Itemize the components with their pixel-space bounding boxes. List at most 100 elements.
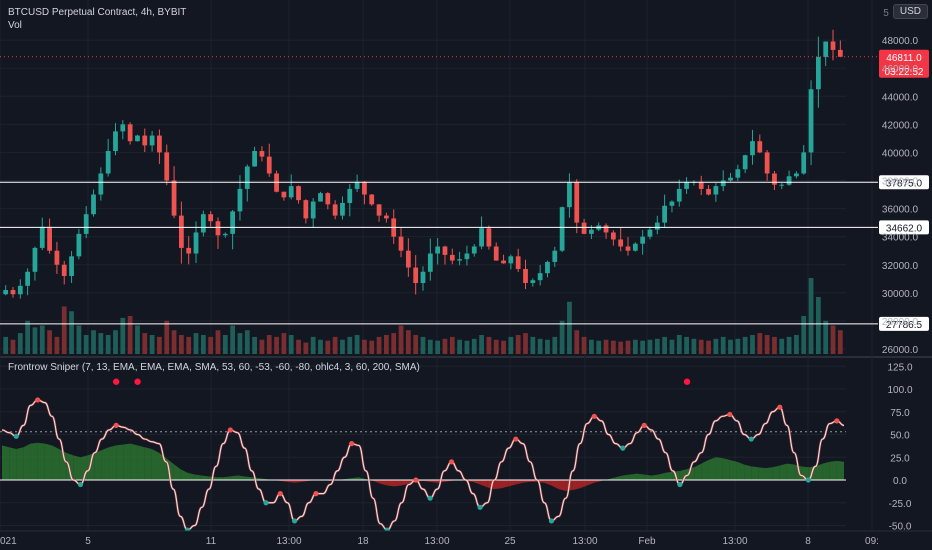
time-tick-label: 09: [865,536,879,547]
price-axis[interactable]: 26000.0 28000.0 30000.0 32000.0 34000.0 36000… [882,8,919,356]
candle [427,238,433,281]
volume-bar [581,336,587,354]
candle [113,123,118,156]
osc-tick-label: 100.0 [887,385,912,396]
oscillator-axis[interactable]: 125.0 100.0 75.0 50.0 25.0 0.0 -25.0 -50.0 [887,362,912,532]
candle [464,245,470,266]
candle [98,167,104,201]
volume-bar [823,320,829,354]
candle [794,171,799,179]
volume-bar [405,330,411,354]
price-level[interactable]: 34662.0 [0,220,929,235]
candle [208,211,214,227]
volume-bar [501,340,506,354]
volume-bar [632,339,638,354]
candle [376,204,382,222]
volume-bar [222,335,228,354]
volume-bar [200,335,206,354]
time-axis[interactable]: 021 5 11 13:00 18 13:00 25 13:00 Feb 13:00 8 09: [0,530,932,550]
osc-peak-dot [641,422,647,428]
volume-bar [750,335,755,354]
candle [720,170,726,192]
osc-tick-label: 0.0 [893,476,907,487]
candle [742,154,748,174]
volume-bar [457,339,462,354]
candle [25,268,31,296]
volume-bar [757,333,763,354]
osc-trough-dot [291,518,298,524]
osc-trough-dot [677,481,683,488]
volume-bar [310,336,316,354]
candle [32,246,38,281]
volume-bar [523,333,528,354]
osc-trough-dot [548,518,555,524]
volume-bar [281,333,287,354]
volume-bar [706,340,711,354]
price-level[interactable]: 37875.0 [0,175,929,190]
price-tick-label: 40000.0 [882,148,919,159]
candle [142,128,148,153]
volume-bar [244,330,250,354]
osc-peak-dot [834,418,840,424]
osc-trough-dot [263,500,269,506]
candle [837,40,843,57]
candle [54,241,60,274]
price-levels[interactable]: 37875.0 34662.0 27786.5 46811.0 03:22:52 [0,49,929,331]
candle [164,144,170,186]
volume-bar [186,336,192,354]
volume-bar [171,330,177,354]
volume-bar [113,330,118,354]
osc-trough-dot [805,477,811,483]
currency-button[interactable]: USD [892,4,928,19]
osc-alert-marker [134,378,141,385]
price-tick-label: 42000.0 [882,120,919,131]
volume-bar [567,301,572,354]
volume-bar [449,336,455,354]
price-tick-label: 5 [883,8,889,19]
indicator-title[interactable]: Frontrow Sniper (7, 13, EMA, EMA, EMA, S… [8,362,420,373]
volume-bar [391,333,397,354]
volume-bar [515,335,521,354]
candle [625,236,631,256]
volume-bar [76,325,82,354]
volume-bar [54,336,60,354]
candle [244,164,250,202]
candle [200,210,206,237]
volume-bar [179,335,184,354]
osc-peak-dot [727,411,733,418]
osc-peak-dot [277,491,283,497]
time-tick-label: 13:00 [722,536,747,547]
volume-bar [545,339,550,354]
volume-label[interactable]: Vol [8,20,22,31]
osc-tick-label: -25.0 [889,499,912,510]
candle [186,236,192,265]
candle [369,193,375,206]
volume-bar [83,335,89,354]
candle [91,189,96,217]
candle [347,184,353,217]
volume-bar [486,336,492,354]
candle [735,164,741,181]
price-tick-label: 30000.0 [882,289,919,300]
osc-tick-label: 125.0 [887,362,912,373]
volume-bar [552,336,558,354]
symbol-title[interactable]: BTCUSD Perpetual Contract, 4h, BYBIT [8,7,187,18]
osc-trough-dot [77,481,84,488]
volume-bar [384,335,389,354]
price-level[interactable]: 27786.5 [0,316,929,331]
candle [259,146,265,162]
countdown-label: 03:22:52 [885,67,924,78]
candle [676,179,682,207]
candle [69,250,74,283]
volume-bar [647,339,653,354]
candle [610,230,616,246]
candle [757,134,763,154]
osc-trough-dot [748,436,754,442]
candle [545,260,550,278]
volume-bar [508,336,514,354]
time-tick-label: 5 [85,536,91,547]
candle [10,286,16,298]
volume-bar [808,278,814,354]
price-tick-label: 44000.0 [882,92,919,103]
